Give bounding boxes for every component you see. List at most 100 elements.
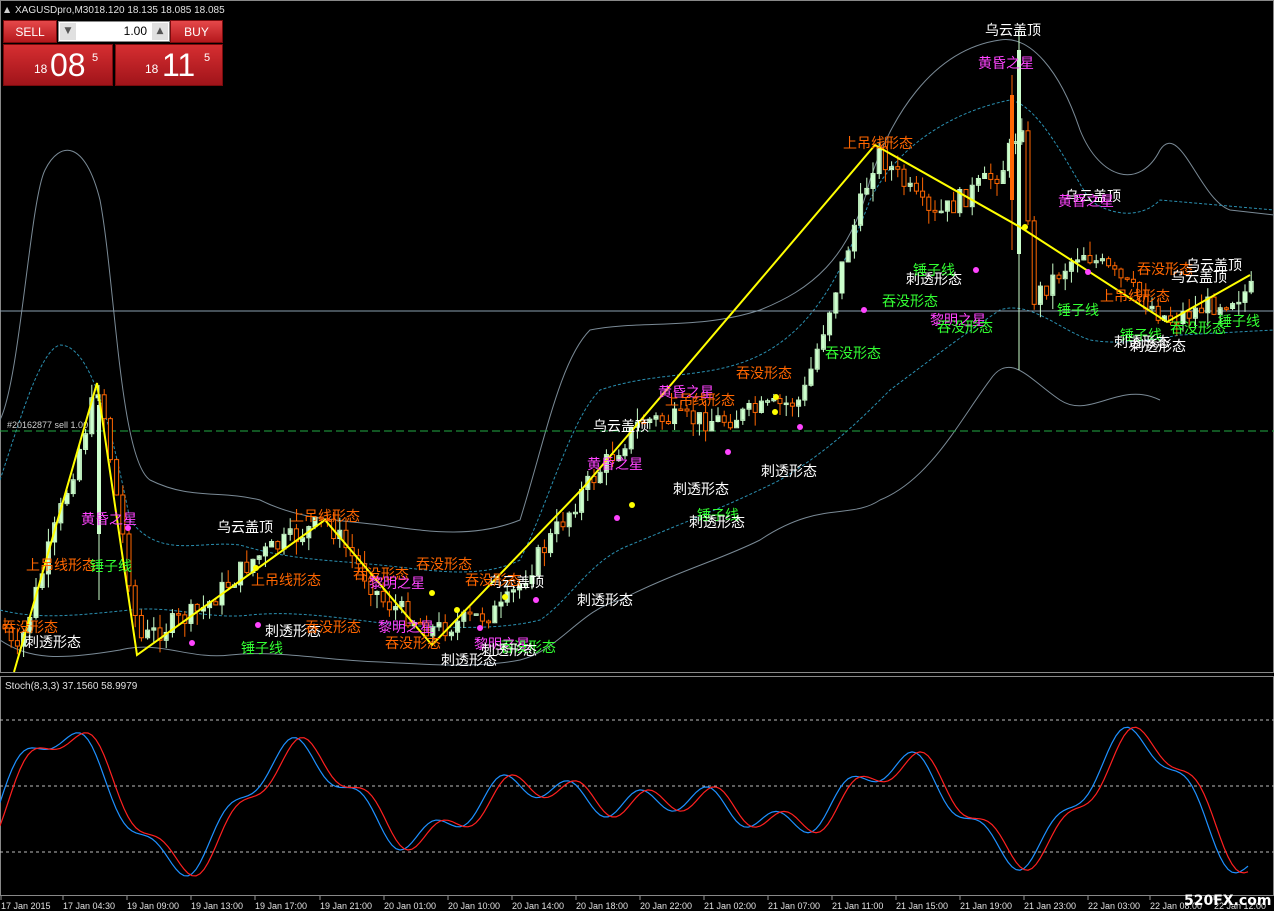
pattern-label-piercing: 刺透形态: [25, 635, 81, 651]
pattern-label-hammer: 锤子线: [1218, 314, 1260, 330]
candle: [864, 177, 870, 196]
pattern-label-piercing: 刺透形态: [577, 593, 633, 609]
lot-increase-button[interactable]: ▲: [152, 23, 168, 40]
candle: [1199, 294, 1205, 314]
candle: [1000, 160, 1006, 184]
candle: [1093, 254, 1099, 269]
candle: [1044, 285, 1050, 300]
signal-dot: [725, 449, 731, 455]
pattern-label-engulfing: 吞没形态: [2, 620, 58, 636]
time-axis-label: 20 Jan 22:00: [640, 901, 692, 911]
lot-size-input[interactable]: ▼ 1.00 ▲: [58, 21, 170, 42]
candle: [566, 511, 572, 537]
pattern-label-piercing: 刺透形态: [1114, 335, 1170, 351]
signal-dot: [797, 424, 803, 430]
candle: [560, 512, 566, 531]
candle: [101, 389, 107, 430]
ask-price-button[interactable]: 18 11 5: [115, 44, 223, 86]
pattern-label-piercing: 刺透形态: [906, 272, 962, 288]
candle: [920, 177, 926, 206]
candle: [492, 600, 498, 624]
candle: [665, 414, 671, 425]
candle: [374, 590, 380, 609]
pattern-label-engulfing: 吞没形态: [500, 640, 556, 656]
pattern-label-engulfing: 吞没形态: [882, 294, 938, 310]
candle: [529, 564, 535, 590]
pattern-label-hanging_man: 上吊线形态: [843, 136, 913, 152]
pattern-label-evening_star: 黄昏之星: [1058, 193, 1114, 210]
ask-price-fraction: 5: [204, 52, 211, 64]
time-axis-label: 20 Jan 10:00: [448, 901, 500, 911]
lot-decrease-button[interactable]: ▼: [60, 23, 76, 40]
signal-dot: [861, 307, 867, 313]
candle: [647, 416, 653, 430]
pattern-label-dark_cloud: 乌云盖顶: [593, 419, 649, 435]
candle: [1118, 267, 1124, 288]
candle: [1155, 298, 1161, 324]
candle: [783, 395, 789, 417]
pattern-label-engulfing: 吞没形态: [385, 636, 441, 652]
candle: [430, 624, 436, 646]
candle: [659, 412, 665, 430]
pattern-label-hammer: 锤子线: [90, 559, 132, 575]
signal-dot: [255, 622, 261, 628]
candle: [839, 261, 845, 300]
bid-price-button[interactable]: 18 08 5: [3, 44, 113, 86]
time-axis: 17 Jan 2015 17 Jan 04:30 19 Jan 09:00 19 Ja…: [0, 896, 1266, 911]
pattern-labels: 乌云盖顶黄昏之星上吊线形态乌云盖顶黄昏之星刺透形态锤子线吞没形态黎明之星吞没形态…: [2, 23, 1260, 669]
candle: [727, 413, 733, 430]
pattern-label-piercing: 刺透形态: [1130, 339, 1186, 355]
candle: [182, 611, 188, 637]
candle: [424, 615, 430, 637]
candle: [2, 617, 8, 630]
time-axis-label: 21 Jan 15:00: [896, 901, 948, 911]
time-axis-label: 22 Jan 03:00: [1088, 901, 1140, 911]
candle: [1180, 302, 1186, 332]
candle: [244, 550, 250, 575]
candle: [969, 177, 975, 216]
chart-ohlc: 18.120 18.135 18.085 18.085: [94, 5, 225, 16]
candle: [76, 444, 82, 482]
buy-button[interactable]: BUY: [170, 20, 223, 43]
candle: [684, 404, 690, 417]
pattern-label-engulfing: 吞没形态: [1170, 321, 1226, 337]
time-axis-label: 21 Jan 19:00: [960, 901, 1012, 911]
candle: [455, 608, 461, 641]
candle: [882, 137, 888, 182]
pattern-label-dark_cloud: 乌云盖顶: [1171, 270, 1227, 286]
candle: [988, 163, 994, 190]
candle: [777, 394, 783, 416]
spike-candle: [1017, 30, 1021, 370]
candle: [287, 518, 293, 541]
time-axis-label: 19 Jan 09:00: [127, 901, 179, 911]
pattern-label-piercing: 刺透形态: [481, 643, 537, 659]
time-axis-label: 20 Jan 18:00: [576, 901, 628, 911]
candle: [752, 396, 758, 426]
pattern-label-hammer: 锤子线: [697, 508, 739, 524]
candle: [796, 396, 802, 418]
candle: [944, 200, 950, 222]
signal-dot: [454, 607, 460, 613]
sell-button[interactable]: SELL: [3, 20, 57, 43]
candle: [1068, 257, 1074, 283]
candle: [548, 528, 554, 558]
time-axis-label: 19 Jan 21:00: [320, 901, 372, 911]
candle: [827, 311, 833, 342]
pattern-label-evening_star: 黄昏之星: [587, 456, 643, 473]
signal-dot: [502, 594, 508, 600]
bollinger-bands: [0, 39, 1274, 666]
candle: [1248, 271, 1254, 295]
main-chart-frame: [0, 0, 1274, 673]
pattern-label-evening_star: 黄昏之星: [978, 55, 1034, 72]
candle: [442, 614, 448, 642]
pattern-label-morning_star: 黎明之星: [369, 576, 425, 592]
candle: [1236, 291, 1242, 315]
candle: [982, 166, 988, 179]
candle: [709, 408, 715, 432]
candle: [907, 177, 913, 192]
signal-dot: [477, 625, 483, 631]
candle: [1217, 303, 1223, 324]
candle: [14, 628, 20, 655]
candle: [1112, 261, 1118, 276]
